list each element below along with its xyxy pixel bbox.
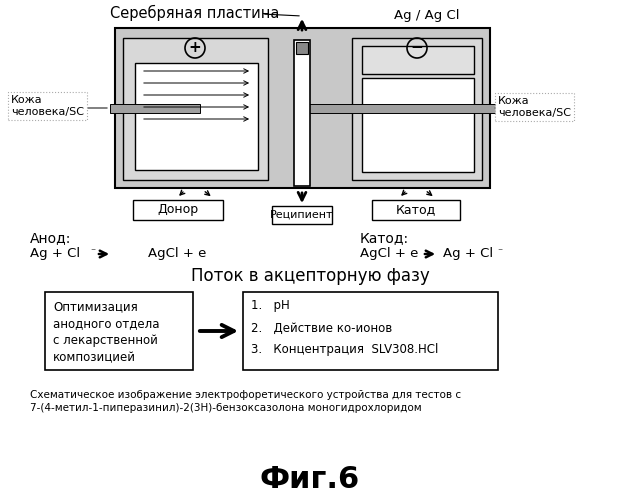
Text: AgCl + e: AgCl + e [360,248,419,260]
Text: 7-(4-метил-1-пиперазинил)-2(3Н)-бензоксазолона моногидрохлоридом: 7-(4-метил-1-пиперазинил)-2(3Н)-бензокса… [30,403,422,413]
Text: Катод:: Катод: [360,231,409,245]
Text: ⁻: ⁻ [497,247,502,257]
Bar [115,28,490,188]
Text: AgCl + e: AgCl + e [148,248,206,260]
Text: Реципиент: Реципиент [270,210,333,220]
Bar [123,38,268,180]
Text: 3.   Концентрация  SLV308.HCl: 3. Концентрация SLV308.HCl [251,344,438,356]
Text: Кожа
человека/SC: Кожа человека/SC [498,96,571,118]
Text: Ag + Cl: Ag + Cl [30,248,80,260]
Text: Фиг.6: Фиг.6 [260,466,360,494]
Text: +: + [189,40,201,56]
Bar [110,104,200,113]
Bar [372,200,460,220]
Bar [243,292,498,370]
Text: Ag / Ag Cl: Ag / Ag Cl [394,10,460,22]
Text: 2.   Действие ко-ионов: 2. Действие ко-ионов [251,322,392,334]
Text: Анод:: Анод: [30,231,71,245]
Bar [133,200,223,220]
Text: Ag + Cl: Ag + Cl [443,248,493,260]
Bar [272,206,332,224]
Bar [362,46,474,74]
Bar [307,104,498,113]
Text: 1.   pH: 1. pH [251,300,290,312]
Bar [135,63,258,170]
Text: Оптимизация
анодного отдела
с лекарственной
композицией: Оптимизация анодного отдела с лекарствен… [53,300,160,364]
Text: Донор: Донор [158,204,199,216]
Text: −: − [410,40,424,56]
Text: Поток в акцепторную фазу: Поток в акцепторную фазу [191,267,429,285]
Bar [352,38,482,180]
Text: Серебряная пластина: Серебряная пластина [111,5,279,21]
Bar [296,42,308,54]
Text: ⁻: ⁻ [90,247,95,257]
Text: Катод: Катод [396,204,436,216]
Text: Схематическое изображение электрофоретического устройства для тестов с: Схематическое изображение электрофоретич… [30,390,461,400]
Bar [45,292,193,370]
Bar [362,78,474,172]
Text: Кожа
человека/SC: Кожа человека/SC [11,95,84,116]
Bar [294,40,310,186]
